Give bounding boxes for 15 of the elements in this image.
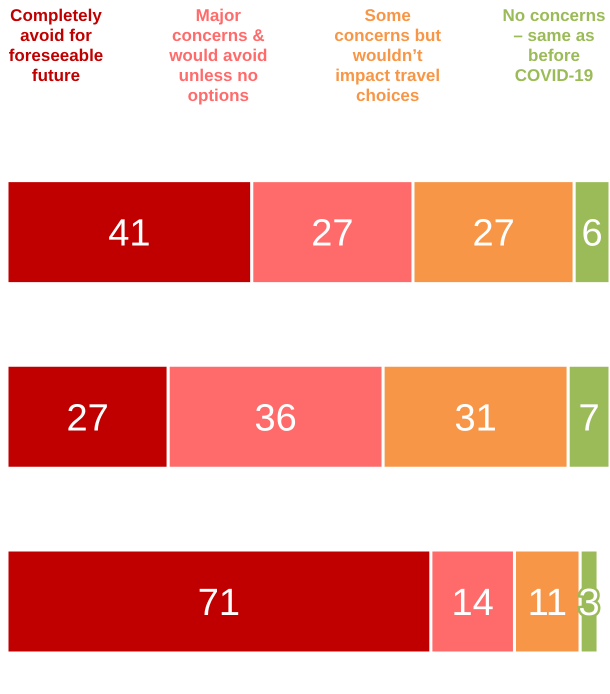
text: Some concerns but wouldn’t impact travel choices: [333, 6, 442, 107]
data-label: 6: [582, 212, 603, 255]
data-label: 71: [198, 582, 240, 624]
text: Major concerns & would avoid unless no options: [168, 6, 268, 107]
data-label: 31: [454, 397, 497, 440]
text: Completely avoid for foreseeable future: [8, 6, 104, 87]
data-label: 27: [472, 212, 515, 255]
data-label: 7: [578, 397, 600, 440]
data-label: 41: [108, 212, 151, 255]
data-label: 11: [528, 582, 568, 624]
data-label: 36: [254, 397, 297, 440]
data-label: 14: [452, 582, 494, 624]
data-label: 27: [66, 397, 109, 440]
text: No concerns – same as before COVID-19: [501, 6, 606, 87]
data-label: 27: [311, 212, 354, 255]
